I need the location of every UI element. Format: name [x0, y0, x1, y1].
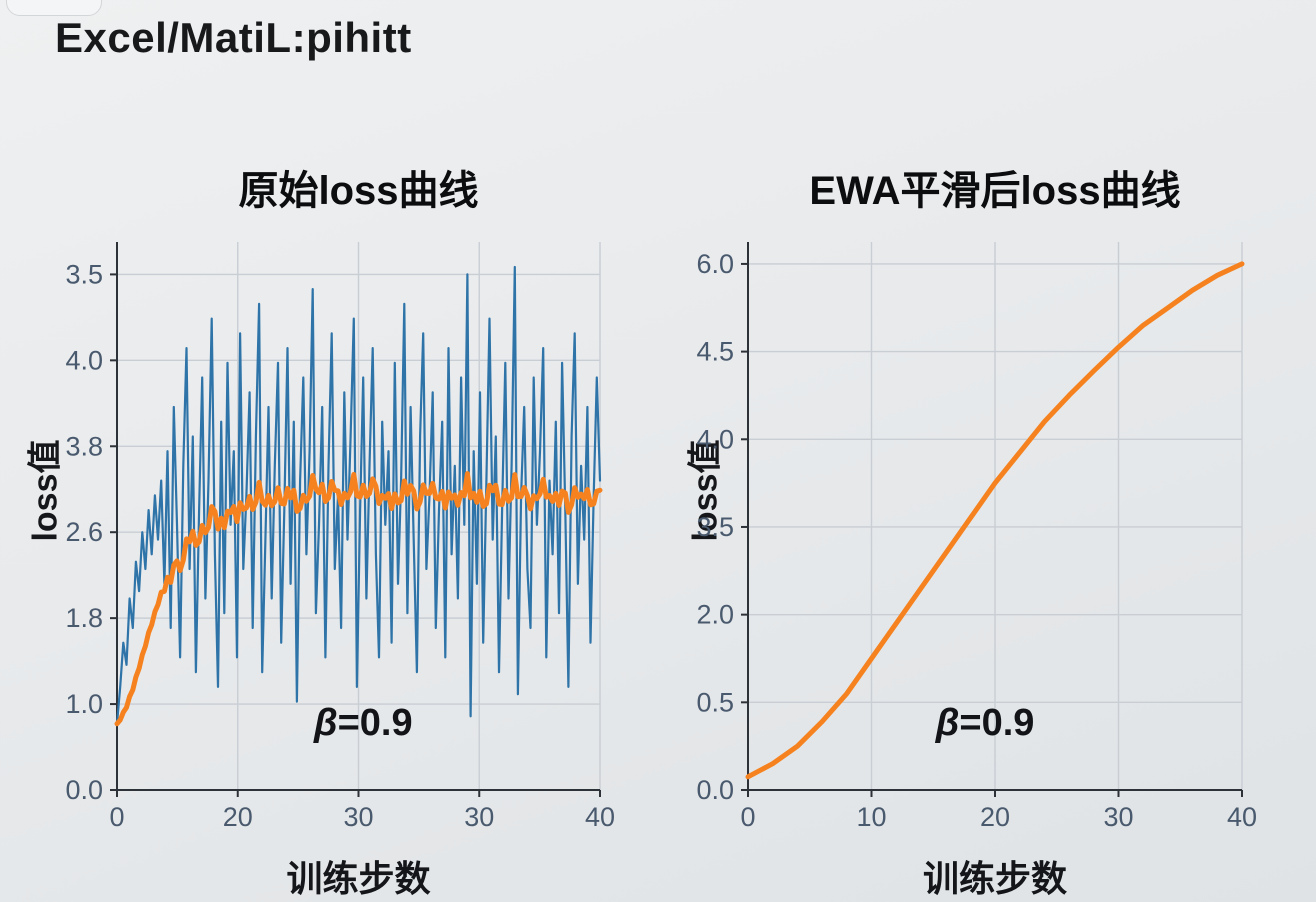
y-tick-label: 3.5 [696, 512, 734, 542]
x-tick-label: 0 [109, 802, 124, 832]
y-tick-label: 0.0 [65, 775, 103, 805]
y-tick-label: 6.0 [696, 249, 734, 279]
x-tick-label: 20 [223, 802, 253, 832]
y-tick-label: 4.0 [65, 345, 103, 375]
axes [741, 242, 1243, 797]
y-tick-label: 1.0 [65, 689, 103, 719]
x-tick-label: 20 [980, 802, 1010, 832]
beta-annotation: β=0.9 [313, 702, 413, 744]
series-smoothed_loss [745, 261, 1245, 780]
smoothed-loss-plot: 6.0 4.5 4.0 3.5 2.0 0.5 0.00 10 20 30 40 β=0.9 [696, 242, 1257, 832]
chart-original-loss: 原始loss曲线 loss值 3.5 4.0 3.8 2.6 1.8 1.0 0.0 0 20 3… [0, 150, 640, 902]
page-title: Excel/MatiL:pihitt [55, 14, 412, 61]
y-tick-label: 1.8 [65, 603, 103, 633]
chart-title-original: 原始loss曲线 [238, 169, 479, 213]
tick-labels: 3.5 4.0 3.8 2.6 1.8 1.0 0.00 20 30 30 40 [65, 259, 615, 832]
x-tick-label: 30 [1103, 802, 1133, 832]
axes [110, 242, 601, 797]
x-axis-label-smoothed: 训练步数 [922, 858, 1067, 899]
series-ema_loss [114, 471, 603, 727]
series-lines [745, 261, 1245, 780]
x-axis-label-original: 训练步数 [286, 858, 431, 899]
x-tick-label: 40 [1227, 802, 1257, 832]
tick-labels: 6.0 4.5 4.0 3.5 2.0 0.5 0.00 10 20 30 40 [696, 249, 1257, 832]
x-tick-label: 0 [740, 802, 755, 832]
y-tick-label: 2.6 [65, 517, 103, 547]
x-tick-label: 30 [343, 802, 373, 832]
y-tick-label: 4.0 [696, 424, 734, 454]
y-tick-label: 4.5 [696, 337, 734, 367]
y-tick-label: 3.5 [65, 259, 103, 289]
x-tick-label: 30 [464, 802, 494, 832]
chart-smoothed-loss: EWA平滑后loss曲线 loss值 6.0 4.5 4.0 3.5 2.0 0.5 0.0… [660, 150, 1316, 902]
y-tick-label: 2.0 [696, 600, 734, 630]
series-noisy_loss [115, 265, 602, 725]
x-tick-label: 40 [585, 802, 615, 832]
chart-title-smoothed: EWA平滑后loss曲线 [809, 169, 1181, 213]
beta-annotation: β=0.9 [935, 702, 1035, 744]
series-lines [114, 265, 603, 727]
y-tick-label: 3.8 [65, 431, 103, 461]
y-tick-label: 0.5 [696, 687, 734, 717]
original-loss-plot: 3.5 4.0 3.8 2.6 1.8 1.0 0.00 20 30 30 40 β=0.9 [65, 242, 615, 832]
y-tick-label: 0.0 [696, 775, 734, 805]
x-tick-label: 10 [856, 802, 886, 832]
